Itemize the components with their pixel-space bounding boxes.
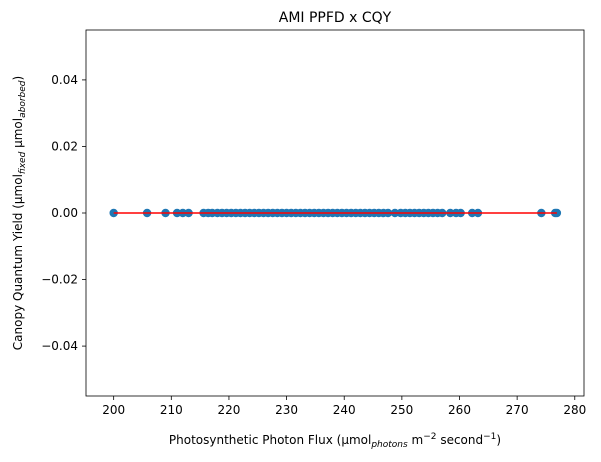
y-axis-label-suffix: ) — [11, 76, 25, 81]
y-axis-label-unit: μmol — [11, 118, 25, 152]
y-axis-label-subscript-1: fixed — [18, 151, 28, 174]
x-axis-label-suffix: ) — [496, 433, 501, 447]
y-axis-label-subscript-2: aborbed — [18, 80, 28, 118]
x-tick-label: 240 — [333, 403, 356, 417]
x-tick-label: 210 — [160, 403, 183, 417]
x-tick-label: 200 — [102, 403, 125, 417]
x-axis-label-superscript-1: −2 — [423, 432, 436, 442]
x-axis-label-unit-second: second — [437, 433, 484, 447]
chart-title: AMI PPFD x CQY — [279, 10, 392, 26]
x-tick-label: 270 — [506, 403, 529, 417]
y-tick-label: 0.00 — [51, 206, 78, 220]
x-tick-label: 260 — [448, 403, 471, 417]
x-tick-label: 220 — [217, 403, 240, 417]
y-axis: −0.04 −0.02 0.00 0.02 0.04 — [41, 73, 86, 353]
y-tick-label: −0.02 — [41, 273, 78, 287]
y-axis-label-prefix: Canopy Quantum Yield (μmol — [11, 174, 25, 350]
x-axis-label-superscript-2: −1 — [483, 432, 496, 442]
x-tick-label: 230 — [275, 403, 298, 417]
y-axis-label: Canopy Quantum Yield (μmolfixed μmolabor… — [11, 76, 28, 350]
x-axis-label-subscript: photons — [370, 440, 408, 450]
y-tick-label: 0.02 — [51, 139, 78, 153]
x-axis-label: Photosynthetic Photon Flux (μmolphotons … — [169, 432, 501, 450]
y-tick-label: 0.04 — [51, 73, 78, 87]
x-axis-label-prefix: Photosynthetic Photon Flux (μmol — [169, 433, 371, 447]
x-tick-label: 250 — [390, 403, 413, 417]
x-tick-label: 280 — [563, 403, 586, 417]
x-axis: 200 210 220 230 240 250 260 270 280 — [102, 396, 586, 417]
x-axis-label-unit-m: m — [408, 433, 424, 447]
y-tick-label: −0.04 — [41, 339, 78, 353]
